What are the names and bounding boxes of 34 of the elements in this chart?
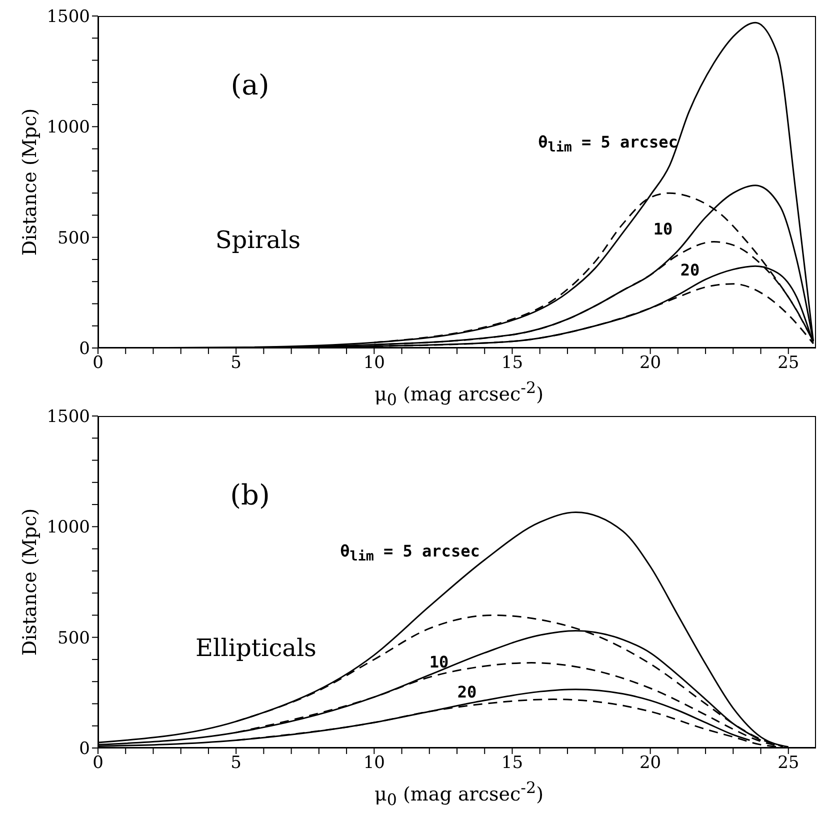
y-tick-label: 0 (79, 739, 90, 760)
y-tick-label: 500 (58, 628, 90, 648)
annotation: 10 (653, 220, 673, 238)
annotation: (a) (230, 68, 270, 102)
x-tick-label: 20 (639, 753, 662, 774)
x-tick-label: 0 (92, 353, 104, 374)
x-tick-label: 0 (92, 753, 104, 774)
annotation: (b) (230, 478, 270, 512)
annotation: θ$_{lim}$ = 5 arcsec (340, 541, 480, 565)
x-tick-label: 25 (778, 353, 800, 374)
y-axis-title: Distance (Mpc) (19, 108, 41, 256)
annotation: Ellipticals (196, 634, 316, 662)
y-tick-label: 1500 (46, 7, 90, 28)
y-axis-title: Distance (Mpc) (19, 508, 41, 656)
x-tick-label: 25 (778, 753, 800, 774)
annotation: Spirals (215, 226, 301, 254)
x-tick-label: 10 (363, 353, 385, 374)
y-tick-label: 1500 (46, 407, 90, 428)
annotation: 10 (429, 652, 449, 672)
x-tick-label: 15 (501, 353, 524, 374)
annotation: θ$_{lim}$ = 5 arcsec (538, 132, 678, 156)
y-tick-label: 1000 (46, 118, 90, 138)
x-tick-label: 10 (363, 753, 385, 774)
x-tick-label: 15 (501, 753, 524, 774)
y-tick-label: 500 (58, 228, 90, 248)
annotation: 20 (680, 260, 700, 280)
x-tick-label: 5 (230, 753, 242, 774)
x-tick-label: 5 (230, 353, 242, 374)
y-tick-label: 0 (79, 339, 90, 360)
y-tick-label: 1000 (46, 518, 90, 538)
x-axis-title: μ$_{0}$ (mag arcsec$^{-2}$) (374, 378, 544, 410)
x-tick-label: 20 (639, 353, 662, 374)
annotation: 20 (457, 682, 477, 702)
x-axis-title: μ$_{0}$ (mag arcsec$^{-2}$) (374, 778, 544, 810)
